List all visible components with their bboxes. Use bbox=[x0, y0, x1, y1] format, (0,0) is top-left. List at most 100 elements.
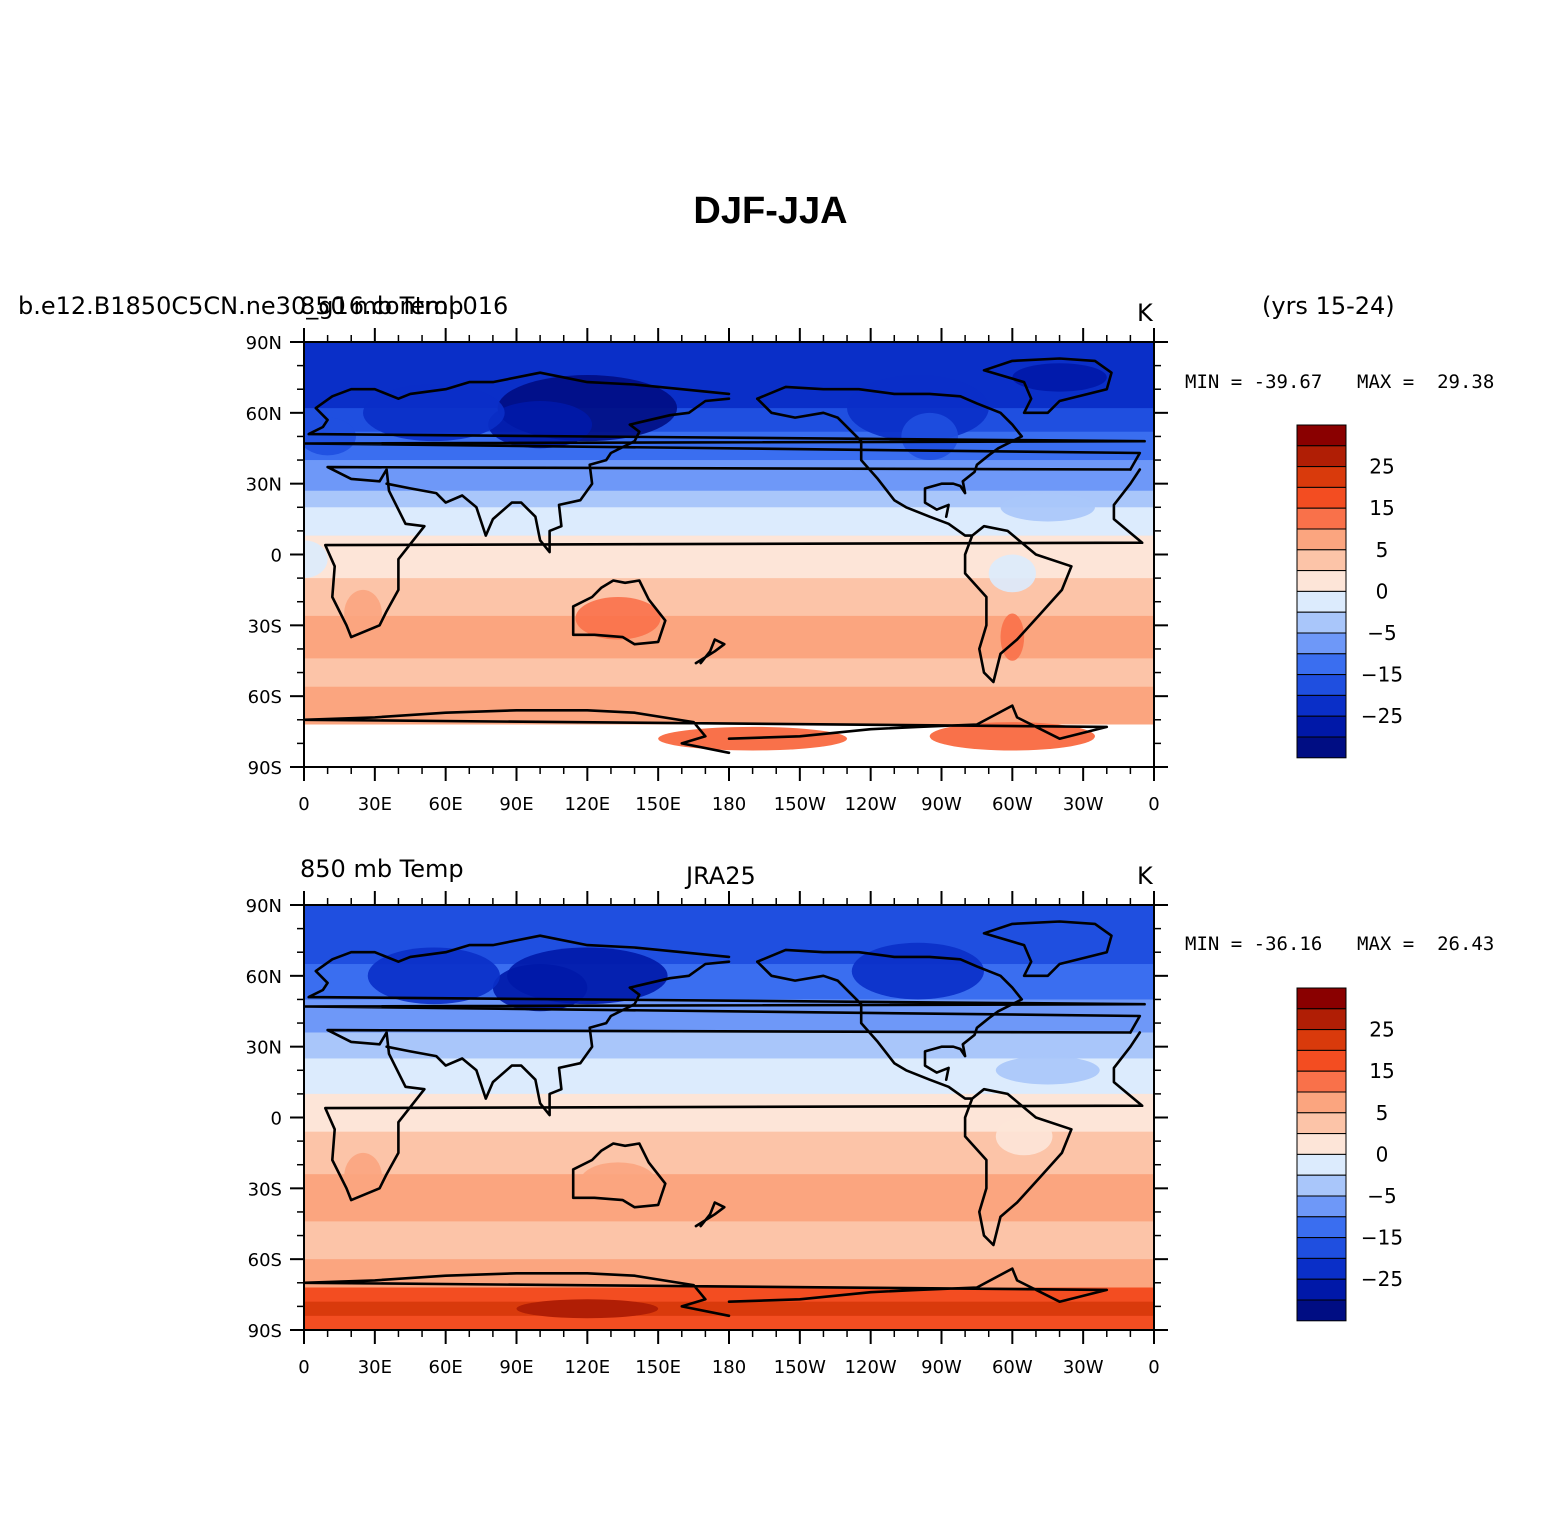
colorbar-label: 25 bbox=[1369, 455, 1394, 479]
contour-band bbox=[304, 1315, 1154, 1330]
colorbar: 25 15 5 0 −5 −15 −25 bbox=[1296, 424, 1403, 759]
lon-tick-label: 150E bbox=[635, 1357, 681, 1378]
coastline bbox=[694, 638, 726, 665]
colorbar-label: 25 bbox=[1369, 1018, 1394, 1042]
lon-tick-label: 30W bbox=[1063, 794, 1104, 815]
contour-band bbox=[304, 1032, 1154, 1059]
lon-tick-label: 30E bbox=[358, 1357, 392, 1378]
colorbar-segment bbox=[1296, 1216, 1347, 1239]
contour-blob bbox=[492, 964, 588, 1012]
coastline bbox=[385, 397, 731, 554]
lat-tick-label: 90S bbox=[248, 758, 282, 779]
lon-tick-label: 120W bbox=[845, 794, 897, 815]
contour-blob bbox=[575, 597, 661, 640]
colorbar-segment bbox=[1296, 1174, 1347, 1197]
coastline bbox=[982, 357, 1113, 415]
lon-tick-label: 30W bbox=[1063, 1357, 1104, 1378]
lat-tick-label: 60N bbox=[246, 404, 282, 425]
lon-tick-label: 0 bbox=[298, 794, 309, 815]
coastline bbox=[304, 704, 1109, 755]
colorbar-segment bbox=[1296, 715, 1347, 738]
contour-blob bbox=[1012, 363, 1107, 392]
coastline bbox=[755, 397, 1073, 684]
colorbar-segment bbox=[1296, 1091, 1347, 1114]
coastline bbox=[571, 1142, 667, 1209]
colorbar-segment bbox=[1296, 528, 1347, 551]
coastline bbox=[385, 960, 731, 1117]
lat-tick-label: 90S bbox=[248, 1321, 282, 1342]
lon-tick-label: 0 bbox=[1148, 794, 1159, 815]
contour-band bbox=[304, 1301, 1154, 1317]
colorbar-segment bbox=[1296, 1070, 1347, 1093]
colorbar-segment bbox=[1296, 674, 1347, 696]
contour-band bbox=[304, 460, 1154, 492]
lon-tick-label: 180 bbox=[712, 794, 746, 815]
temperature-field bbox=[304, 905, 1154, 1330]
colorbar-segment bbox=[1296, 1299, 1347, 1322]
contour-band bbox=[304, 1287, 1154, 1303]
colorbar-segment bbox=[1296, 570, 1347, 592]
colorbar-segment bbox=[1296, 1049, 1347, 1072]
lon-tick-label: 120E bbox=[564, 794, 610, 815]
colorbar-segment bbox=[1296, 1133, 1347, 1155]
colorbar-segment bbox=[1296, 694, 1347, 717]
panel1-case-name: b.e12.B1850C5CN.ne30_g16.control.016 bbox=[18, 292, 509, 320]
lon-tick-label: 60W bbox=[992, 794, 1033, 815]
colorbar-label: −5 bbox=[1367, 1184, 1396, 1208]
contour-band bbox=[304, 1221, 1154, 1260]
lon-tick-label: 120E bbox=[564, 1357, 610, 1378]
colorbar-segment bbox=[1296, 736, 1347, 759]
contour-blob bbox=[995, 1056, 1100, 1085]
colorbar-segment bbox=[1296, 445, 1347, 468]
colorbar-segment bbox=[1296, 653, 1347, 676]
contour-blob bbox=[304, 417, 356, 456]
coastline bbox=[982, 920, 1113, 978]
colorbar-segment bbox=[1296, 987, 1347, 1010]
coastline bbox=[304, 934, 1146, 1034]
lat-tick-label: 60S bbox=[248, 1250, 282, 1271]
panel2-center-label: JRA25 bbox=[686, 862, 756, 890]
colorbar-segment bbox=[1296, 1257, 1347, 1280]
panel2-max: MAX = 26.43 bbox=[1357, 933, 1495, 955]
contour-blob bbox=[995, 1117, 1053, 1156]
contour-blob bbox=[516, 1299, 659, 1319]
colorbar-segment bbox=[1296, 1153, 1347, 1176]
lon-tick-label: 60W bbox=[992, 1357, 1033, 1378]
panel1-variable: 850 mb Temp bbox=[300, 292, 464, 320]
lon-tick-label: 30E bbox=[358, 794, 392, 815]
contour-blob bbox=[344, 1152, 382, 1201]
contour-band bbox=[304, 615, 1154, 659]
panel2-units: K bbox=[1137, 862, 1153, 890]
lon-tick-label: 90W bbox=[921, 794, 962, 815]
colorbar: 25 15 5 0 −5 −15 −25 bbox=[1296, 987, 1403, 1322]
coastline bbox=[755, 948, 1024, 1081]
lat-tick-label: 90N bbox=[246, 333, 282, 354]
colorbar-segment bbox=[1296, 507, 1347, 530]
panel1-map: 90N 60N 30N 0 30S 60S 90S 0 30E 60E 90E 120E 150E 180… bbox=[246, 328, 1403, 815]
lon-tick-label: 180 bbox=[712, 1357, 746, 1378]
colorbar-label: 5 bbox=[1376, 538, 1389, 562]
contour-blob bbox=[988, 554, 1036, 593]
coastline bbox=[694, 1201, 726, 1228]
temperature-field bbox=[304, 342, 1154, 767]
contour-blob bbox=[851, 942, 985, 1000]
colorbar-segment bbox=[1296, 486, 1347, 509]
coastline bbox=[304, 1267, 1109, 1318]
contour-band bbox=[304, 658, 1154, 688]
lon-tick-label: 150W bbox=[774, 1357, 826, 1378]
colorbar-segment bbox=[1296, 632, 1347, 655]
contour-band bbox=[304, 1174, 1154, 1222]
colorbar-label: 0 bbox=[1376, 579, 1389, 603]
colorbar-segment bbox=[1296, 1112, 1347, 1135]
lon-tick-label: 60E bbox=[429, 1357, 463, 1378]
lat-tick-label: 30S bbox=[248, 616, 282, 637]
colorbar-segment bbox=[1296, 1195, 1347, 1218]
panel1-units: K bbox=[1137, 299, 1153, 327]
colorbar-segment bbox=[1296, 424, 1347, 447]
lat-tick-label: 60S bbox=[248, 687, 282, 708]
coastline bbox=[755, 385, 1024, 519]
colorbar-segment bbox=[1296, 611, 1347, 634]
contour-band bbox=[304, 686, 1154, 725]
colorbar-label: 5 bbox=[1376, 1101, 1389, 1125]
